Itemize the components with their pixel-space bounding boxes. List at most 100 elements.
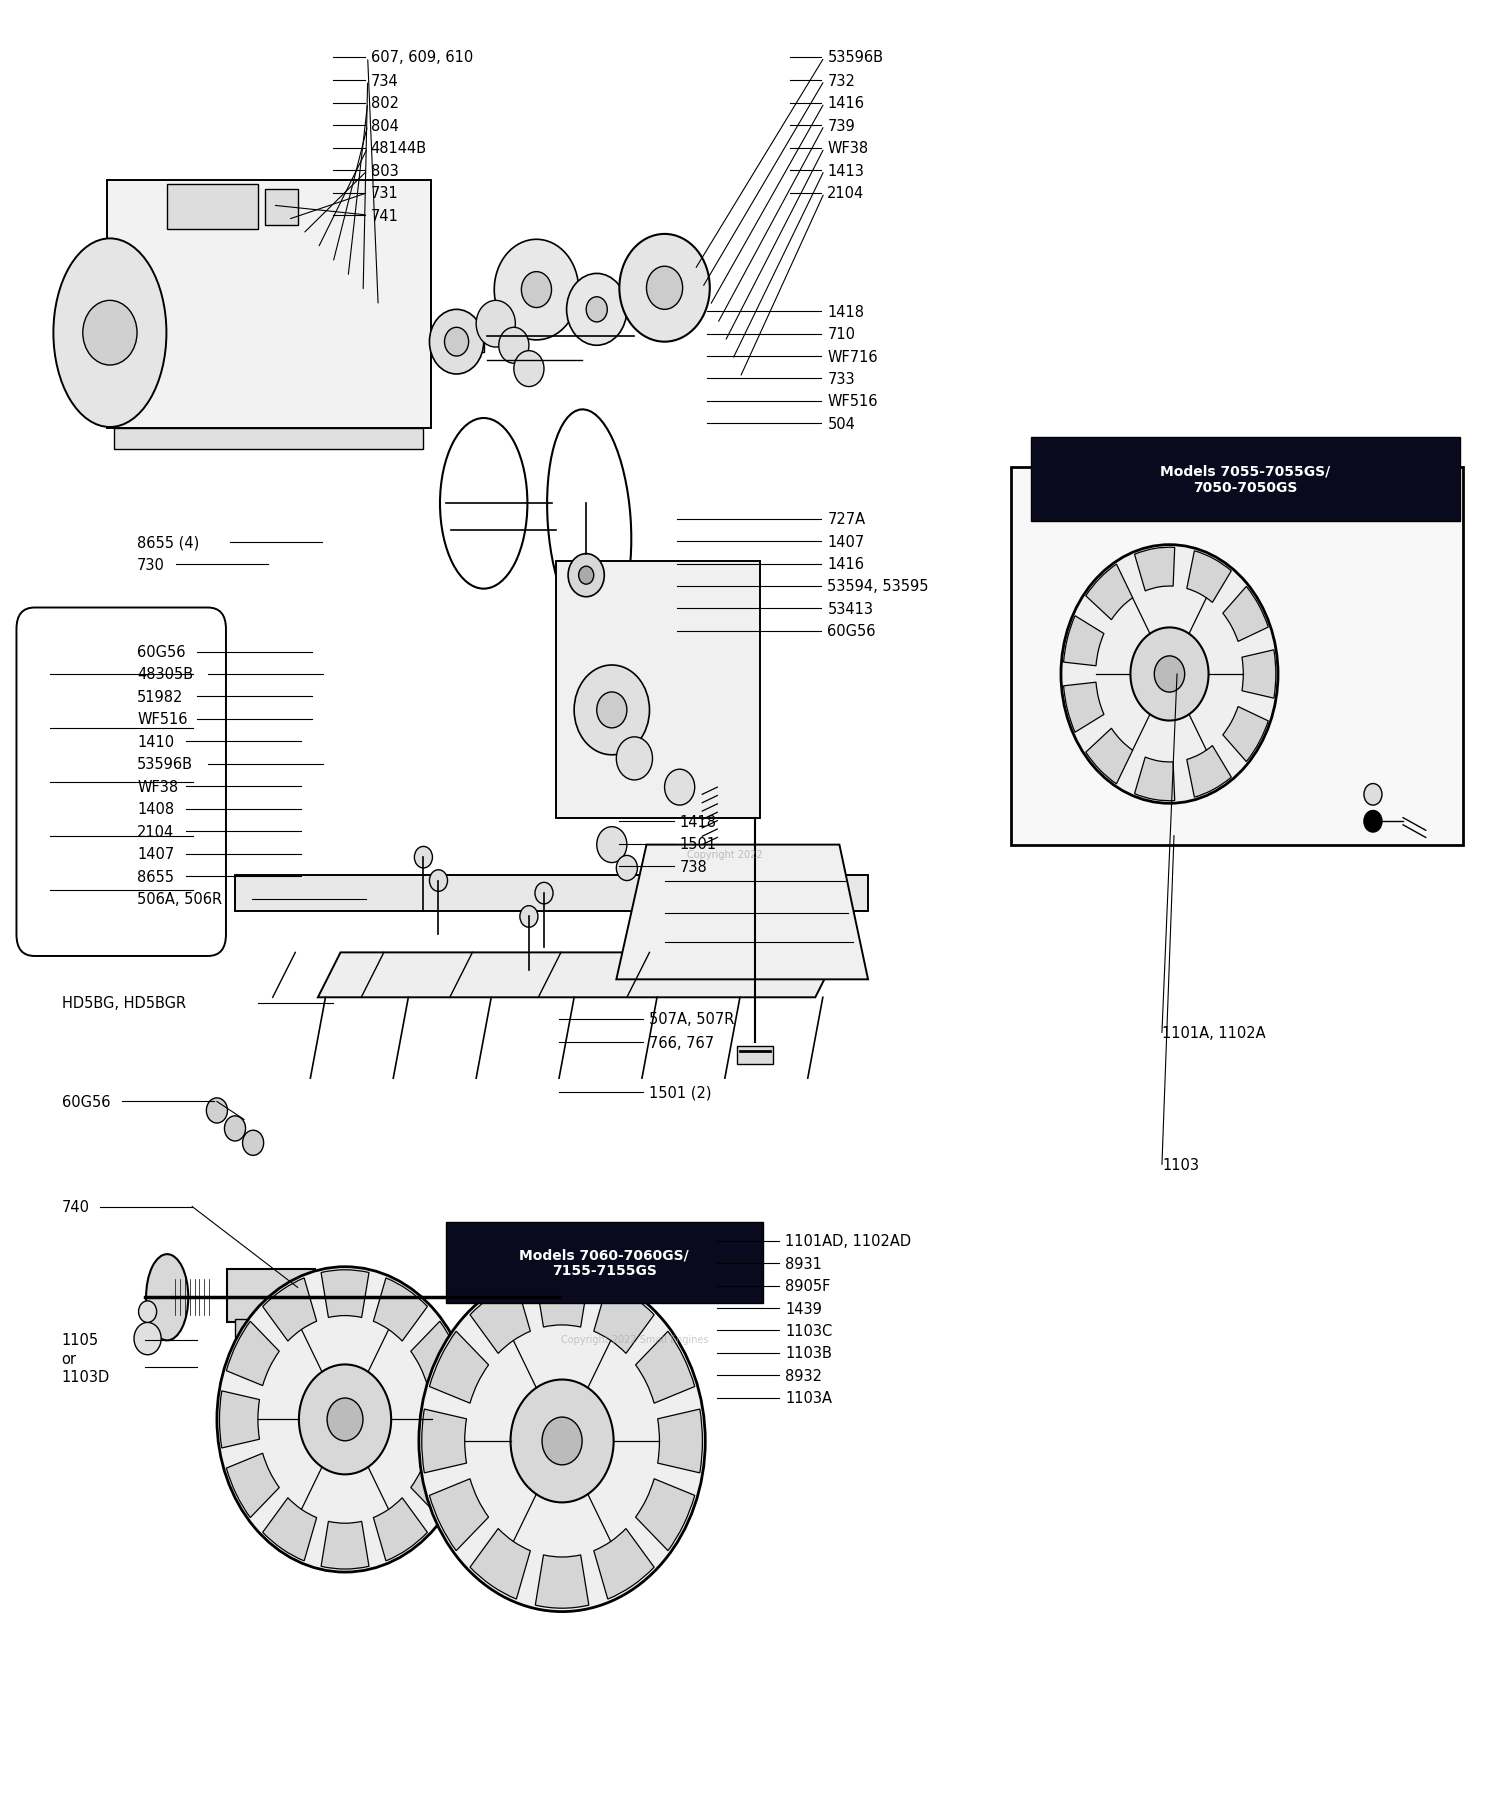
Text: 1413: 1413 bbox=[827, 164, 864, 178]
Bar bbox=[115, 428, 423, 450]
Bar bbox=[236, 876, 868, 912]
Wedge shape bbox=[593, 1528, 654, 1598]
Bar bbox=[1031, 437, 1460, 521]
Text: 1105
or
1103D: 1105 or 1103D bbox=[62, 1332, 110, 1384]
Text: WF716: WF716 bbox=[827, 349, 877, 365]
Circle shape bbox=[596, 692, 627, 728]
Text: 1103B: 1103B bbox=[785, 1345, 832, 1361]
Text: 507A, 507R: 507A, 507R bbox=[649, 1012, 735, 1027]
Circle shape bbox=[616, 737, 652, 780]
Circle shape bbox=[566, 275, 627, 345]
Text: 53413: 53413 bbox=[827, 602, 873, 617]
Circle shape bbox=[1364, 811, 1382, 832]
Circle shape bbox=[429, 311, 483, 374]
Wedge shape bbox=[470, 1284, 530, 1354]
Text: 727A: 727A bbox=[827, 512, 865, 527]
Text: 766, 767: 766, 767 bbox=[649, 1036, 714, 1050]
Text: 733: 733 bbox=[827, 372, 855, 387]
Text: 1418: 1418 bbox=[827, 304, 864, 320]
Circle shape bbox=[616, 856, 637, 881]
Text: 1101AD, 1102AD: 1101AD, 1102AD bbox=[785, 1233, 911, 1248]
Wedge shape bbox=[430, 1392, 471, 1447]
Text: 53594, 53595: 53594, 53595 bbox=[827, 579, 929, 593]
Circle shape bbox=[1062, 545, 1277, 804]
Circle shape bbox=[510, 1379, 613, 1503]
Circle shape bbox=[83, 302, 137, 365]
Wedge shape bbox=[658, 1410, 702, 1473]
Circle shape bbox=[414, 847, 432, 868]
Bar bbox=[430, 329, 483, 352]
Text: Models 7060-7060GS/
7155-7155GS: Models 7060-7060GS/ 7155-7155GS bbox=[519, 1248, 689, 1278]
Text: 1416: 1416 bbox=[827, 557, 864, 572]
Text: 741: 741 bbox=[370, 209, 399, 223]
Text: 1408: 1408 bbox=[137, 802, 174, 816]
Text: 730: 730 bbox=[137, 557, 165, 572]
Wedge shape bbox=[536, 1555, 589, 1607]
Bar bbox=[1012, 467, 1463, 845]
Text: Copyright 2022 Small Engines: Copyright 2022 Small Engines bbox=[560, 1334, 708, 1343]
Wedge shape bbox=[1223, 586, 1268, 642]
Text: 8932: 8932 bbox=[785, 1368, 821, 1383]
Circle shape bbox=[574, 665, 649, 755]
Text: 1103: 1103 bbox=[1163, 1158, 1199, 1172]
Text: 1439: 1439 bbox=[785, 1300, 821, 1316]
Text: 607, 609, 610: 607, 609, 610 bbox=[370, 50, 473, 65]
Wedge shape bbox=[421, 1410, 467, 1473]
Circle shape bbox=[139, 1302, 157, 1323]
Wedge shape bbox=[373, 1278, 427, 1341]
Wedge shape bbox=[219, 1392, 260, 1447]
Circle shape bbox=[207, 1099, 228, 1124]
Text: 1103A: 1103A bbox=[785, 1390, 832, 1406]
Ellipse shape bbox=[146, 1255, 189, 1341]
Text: 738: 738 bbox=[680, 859, 707, 874]
Wedge shape bbox=[1223, 707, 1268, 762]
Text: 710: 710 bbox=[827, 327, 855, 342]
Text: 802: 802 bbox=[370, 97, 399, 111]
Ellipse shape bbox=[53, 239, 166, 428]
Bar bbox=[236, 1320, 308, 1338]
Text: 739: 739 bbox=[827, 119, 855, 133]
Text: 2104: 2104 bbox=[827, 185, 865, 201]
Wedge shape bbox=[263, 1498, 317, 1561]
Circle shape bbox=[568, 554, 604, 597]
Circle shape bbox=[619, 236, 710, 342]
Circle shape bbox=[542, 1417, 583, 1465]
Wedge shape bbox=[1063, 683, 1104, 734]
Text: 60G56: 60G56 bbox=[137, 645, 186, 660]
Wedge shape bbox=[322, 1521, 368, 1570]
Bar bbox=[737, 1046, 773, 1064]
Text: WF516: WF516 bbox=[827, 394, 877, 410]
Text: 51982: 51982 bbox=[137, 690, 183, 705]
Circle shape bbox=[578, 566, 593, 584]
Text: 1501 (2): 1501 (2) bbox=[649, 1086, 713, 1100]
Wedge shape bbox=[636, 1332, 695, 1404]
Text: 1410: 1410 bbox=[137, 734, 174, 750]
Wedge shape bbox=[1086, 565, 1132, 620]
Wedge shape bbox=[1187, 746, 1231, 798]
Text: 1407: 1407 bbox=[827, 534, 865, 548]
Bar bbox=[228, 1269, 316, 1323]
Circle shape bbox=[476, 302, 515, 347]
Circle shape bbox=[494, 241, 578, 340]
Wedge shape bbox=[429, 1480, 489, 1552]
Text: 734: 734 bbox=[370, 74, 399, 88]
Wedge shape bbox=[1086, 728, 1132, 784]
Circle shape bbox=[519, 906, 538, 928]
Wedge shape bbox=[411, 1322, 464, 1386]
Text: 804: 804 bbox=[370, 119, 399, 133]
Circle shape bbox=[513, 351, 544, 387]
Circle shape bbox=[328, 1399, 362, 1440]
Circle shape bbox=[1364, 784, 1382, 806]
Text: 48144B: 48144B bbox=[370, 140, 427, 156]
Circle shape bbox=[217, 1268, 473, 1571]
Circle shape bbox=[664, 770, 695, 806]
Circle shape bbox=[299, 1365, 391, 1474]
Wedge shape bbox=[470, 1528, 530, 1598]
Circle shape bbox=[1154, 656, 1185, 692]
Wedge shape bbox=[1134, 757, 1175, 802]
Text: 1103C: 1103C bbox=[785, 1323, 832, 1338]
Circle shape bbox=[586, 298, 607, 322]
Circle shape bbox=[596, 827, 627, 863]
Wedge shape bbox=[1241, 651, 1276, 699]
Circle shape bbox=[225, 1117, 246, 1142]
